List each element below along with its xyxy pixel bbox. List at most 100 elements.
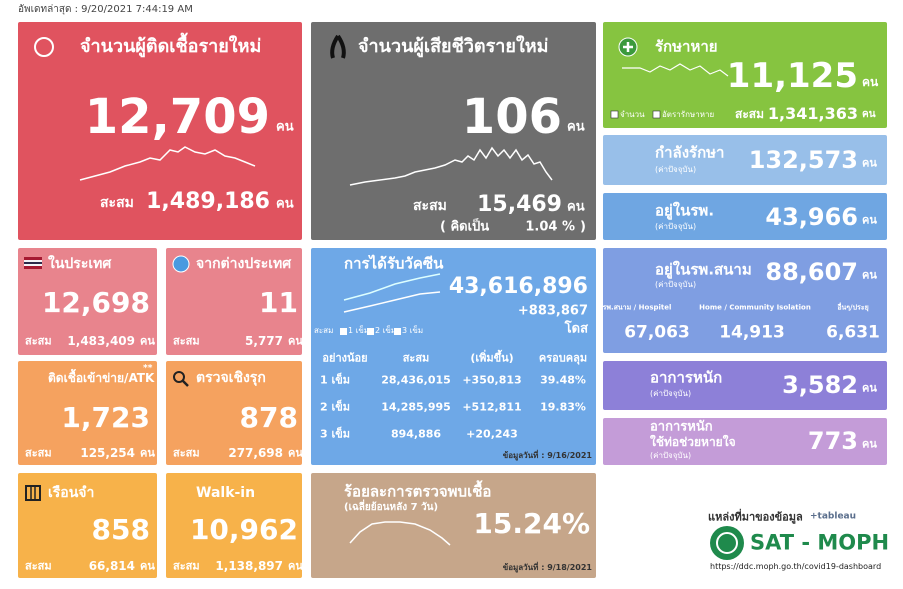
- tile-value: 43,966: [765, 203, 858, 231]
- tile-title: อยู่ในรพ.: [655, 201, 715, 220]
- legend-label: 1 เข็ม: [348, 326, 370, 335]
- legend-box: [652, 110, 661, 119]
- tile-value: 773: [807, 427, 858, 455]
- legend-label: 2 เข็ม: [375, 326, 397, 335]
- unit: คน: [140, 334, 155, 348]
- cumulative-label: สะสม: [413, 198, 447, 214]
- tile-note: (ค่าปัจจุบัน): [655, 165, 697, 174]
- breakdown-value: 67,063: [624, 322, 690, 343]
- tile-value: 12,698: [41, 286, 150, 319]
- total-value: 125,254: [80, 446, 135, 460]
- unit: คน: [862, 381, 877, 395]
- unit: คน: [276, 119, 294, 135]
- breakdown-label: อื่นๆ/ประยุ: [837, 303, 869, 312]
- legend-label: จำนวน: [620, 110, 645, 119]
- tile-value: 3,582: [782, 371, 858, 399]
- table-cell: 1 เข็ม: [320, 373, 351, 387]
- cumulative-label: สะสม: [25, 334, 52, 348]
- unit: คน: [140, 446, 155, 460]
- unit: คน: [862, 268, 877, 282]
- cumulative-label: สะสม: [173, 559, 200, 573]
- unit: คน: [567, 119, 585, 135]
- tile-title: อาการหนัก: [650, 368, 723, 387]
- legend-box: [394, 328, 401, 335]
- sparkline: [349, 146, 553, 186]
- data-date: ข้อมูลวันที่ : 9/18/2021: [502, 563, 592, 572]
- tile-title: อยู่ในรพ.สนาม: [655, 260, 752, 279]
- tile-note: (ค่าปัจจุบัน): [650, 389, 692, 398]
- unit: คน: [276, 196, 294, 212]
- breakdown-value: 6,631: [826, 322, 880, 343]
- tile-value: 132,573: [748, 146, 858, 174]
- total-value: 1,483,409: [67, 334, 135, 348]
- tile-value: 43,616,896: [448, 274, 588, 299]
- footnote-mark: **: [143, 363, 153, 374]
- hospital-tile: [603, 193, 887, 240]
- total-value: 1,489,186: [146, 189, 270, 214]
- tile-title: เรือนจำ: [48, 485, 95, 501]
- total-value: 277,698: [228, 446, 283, 460]
- tile-title: จำนวนผู้เสียชีวิตรายใหม่: [358, 36, 549, 57]
- sparkline: [343, 273, 441, 301]
- legend-label: สะสม: [314, 326, 334, 335]
- table-cell: 19.83%: [540, 400, 586, 414]
- cumulative-label: สะสม: [173, 334, 200, 348]
- legend-box: [367, 328, 374, 335]
- unit: คน: [567, 199, 585, 215]
- table-cell: 28,436,015: [381, 373, 451, 387]
- unit: คน: [862, 213, 877, 227]
- tile-value: 878: [239, 401, 298, 434]
- source-url: https://ddc.moph.go.th/covid19-dashboard: [710, 562, 882, 571]
- cumulative-label: สะสม: [25, 559, 52, 573]
- tile-value: 11: [259, 286, 298, 319]
- walkin-tile: [166, 473, 302, 578]
- table-header: สะสม: [402, 351, 430, 365]
- source-org: SAT - MOPH: [750, 530, 890, 555]
- tile-title: Walk-in: [196, 485, 256, 501]
- unit: คน: [288, 559, 303, 573]
- atk-tile: [18, 361, 157, 465]
- table-cell: 894,886: [390, 427, 442, 441]
- treating-tile: [603, 135, 887, 185]
- legend-box: [610, 110, 619, 119]
- tile-value: 15.24%: [473, 507, 590, 540]
- tile-title: อาการหนัก: [650, 419, 713, 435]
- sparkline: [622, 63, 729, 77]
- tile-value: 12,709: [84, 89, 270, 145]
- table-cell: 39.48%: [540, 373, 586, 387]
- flag: [24, 262, 42, 264]
- search-icon: [173, 371, 185, 383]
- tile-value: 1,723: [61, 401, 150, 434]
- source-tool: +tableau: [810, 511, 857, 522]
- cross: [623, 42, 633, 52]
- legend-label: อัตรารักษาหาย: [662, 110, 715, 119]
- unit: โดส: [564, 321, 588, 337]
- tile-value: 858: [91, 513, 150, 546]
- tile-value: 106: [461, 89, 562, 145]
- table-cell: 2 เข็ม: [320, 400, 351, 414]
- moph-logo: [710, 526, 744, 560]
- total-value: 1,138,897: [215, 559, 283, 573]
- field-hospital-tile: [603, 248, 887, 353]
- virus-icon: [34, 37, 54, 57]
- tile-title: ตรวจเชิงรุก: [196, 370, 266, 386]
- prison-icon: [25, 485, 41, 501]
- tile-title: จำนวนผู้ติดเชื้อรายใหม่: [80, 36, 262, 57]
- unit: คน: [862, 109, 876, 120]
- tile-title: ติดเชื้อเข้าข่าย/ATK: [48, 371, 155, 385]
- severe-tile: [603, 361, 887, 410]
- table-header: ครอบคลุม: [538, 351, 588, 365]
- sparkline: [343, 291, 441, 313]
- tile-note: (ค่าปัจจุบัน): [655, 280, 697, 289]
- deaths-tile: [311, 22, 596, 240]
- increase-value: +883,867: [517, 303, 588, 319]
- unit: คน: [288, 334, 303, 348]
- total-value: 5,777: [245, 334, 283, 348]
- breakdown-value: 14,913: [719, 322, 785, 343]
- unit: คน: [862, 156, 877, 170]
- tile-value: 88,607: [765, 258, 858, 286]
- ventilator-tile: [603, 418, 887, 465]
